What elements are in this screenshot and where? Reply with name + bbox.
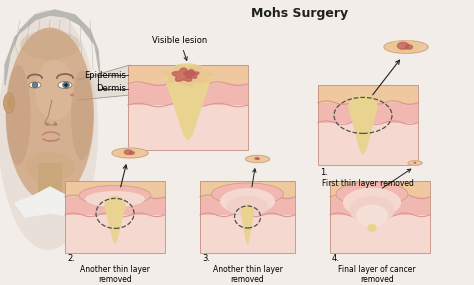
Text: 2.: 2.	[67, 254, 75, 263]
Polygon shape	[405, 45, 412, 49]
Text: Another thin layer
removed: Another thin layer removed	[212, 265, 283, 284]
Text: Dermis: Dermis	[96, 84, 126, 93]
Ellipse shape	[336, 182, 408, 206]
Ellipse shape	[53, 123, 57, 125]
Polygon shape	[172, 68, 195, 81]
Polygon shape	[397, 42, 409, 49]
Polygon shape	[124, 150, 132, 154]
Ellipse shape	[7, 96, 13, 110]
Ellipse shape	[29, 82, 41, 88]
Bar	[65, 197, 165, 215]
Ellipse shape	[6, 65, 30, 165]
Ellipse shape	[227, 196, 268, 216]
Bar	[318, 123, 418, 165]
Text: 1.: 1.	[320, 168, 328, 177]
Ellipse shape	[63, 82, 70, 88]
Ellipse shape	[343, 188, 401, 218]
Ellipse shape	[70, 93, 74, 97]
Text: 3.: 3.	[202, 254, 210, 263]
Ellipse shape	[32, 82, 38, 88]
Ellipse shape	[85, 191, 145, 207]
Bar	[200, 181, 295, 197]
Bar	[128, 65, 248, 150]
Bar	[330, 181, 430, 197]
Ellipse shape	[71, 70, 93, 160]
Text: Visible lesion: Visible lesion	[152, 36, 208, 60]
Polygon shape	[368, 224, 376, 231]
Text: Final layer of cancer
removed: Final layer of cancer removed	[338, 265, 416, 284]
Ellipse shape	[20, 30, 80, 60]
Polygon shape	[241, 205, 254, 244]
Bar	[200, 197, 295, 215]
Ellipse shape	[3, 93, 15, 113]
Bar	[200, 215, 295, 253]
Bar	[65, 215, 165, 253]
Polygon shape	[413, 162, 416, 163]
Polygon shape	[257, 158, 259, 159]
Bar	[200, 181, 295, 253]
Polygon shape	[389, 41, 420, 52]
Ellipse shape	[6, 27, 94, 203]
Ellipse shape	[25, 152, 75, 182]
Ellipse shape	[349, 196, 394, 224]
Ellipse shape	[220, 188, 275, 214]
Ellipse shape	[79, 186, 151, 205]
Bar	[128, 65, 248, 84]
Ellipse shape	[64, 83, 68, 87]
Text: Mohs Surgery: Mohs Surgery	[251, 7, 348, 20]
Polygon shape	[162, 65, 212, 86]
Polygon shape	[5, 10, 100, 85]
Polygon shape	[414, 162, 415, 163]
Bar	[330, 197, 430, 215]
Bar	[38, 163, 62, 203]
Bar	[330, 181, 430, 253]
Polygon shape	[119, 149, 139, 156]
Bar	[318, 85, 418, 103]
Bar	[318, 85, 418, 165]
Bar	[318, 103, 418, 123]
Ellipse shape	[211, 183, 283, 205]
Polygon shape	[112, 148, 148, 158]
Polygon shape	[246, 155, 270, 163]
Polygon shape	[255, 158, 258, 159]
Bar	[65, 181, 165, 253]
Polygon shape	[15, 187, 90, 217]
Ellipse shape	[35, 60, 75, 120]
Polygon shape	[384, 41, 428, 53]
Polygon shape	[184, 70, 199, 78]
Polygon shape	[105, 196, 125, 244]
Text: First thin layer removed: First thin layer removed	[322, 179, 414, 188]
Polygon shape	[408, 161, 422, 165]
Polygon shape	[253, 157, 261, 160]
Ellipse shape	[58, 82, 72, 89]
Polygon shape	[349, 95, 377, 154]
Ellipse shape	[0, 10, 98, 250]
Bar	[65, 181, 165, 197]
Bar	[128, 84, 248, 105]
Text: Epidermis: Epidermis	[84, 71, 126, 80]
Bar	[330, 215, 430, 253]
Ellipse shape	[356, 205, 388, 227]
Bar	[128, 105, 248, 150]
Ellipse shape	[45, 123, 49, 125]
Polygon shape	[166, 64, 210, 140]
Polygon shape	[129, 152, 134, 154]
Text: Another thin layer
removed: Another thin layer removed	[80, 265, 150, 284]
Polygon shape	[78, 65, 130, 100]
Text: 4.: 4.	[332, 254, 340, 263]
